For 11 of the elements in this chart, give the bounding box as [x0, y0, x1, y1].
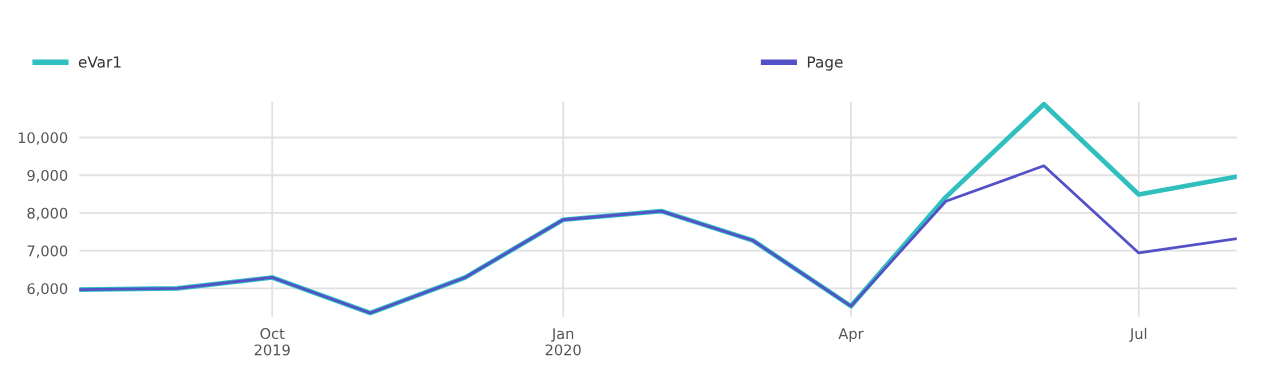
y-tick-label: 8,000 [27, 207, 68, 221]
legend-label: Page [807, 56, 843, 71]
legend-label: eVar1 [78, 56, 121, 68]
x-tick-label: Oct 2019 [254, 328, 290, 356]
x-tick-label: Apr [838, 328, 864, 342]
y-tick-label: 9,000 [27, 169, 68, 183]
y-tick-label: 7,000 [27, 245, 68, 258]
y-tick-label: 10,000 [18, 132, 68, 145]
y-tick-label: 6,000 [27, 283, 68, 296]
x-tick-label: Jul [1129, 327, 1147, 342]
x-tick-label: Jan 2020 [545, 328, 581, 356]
